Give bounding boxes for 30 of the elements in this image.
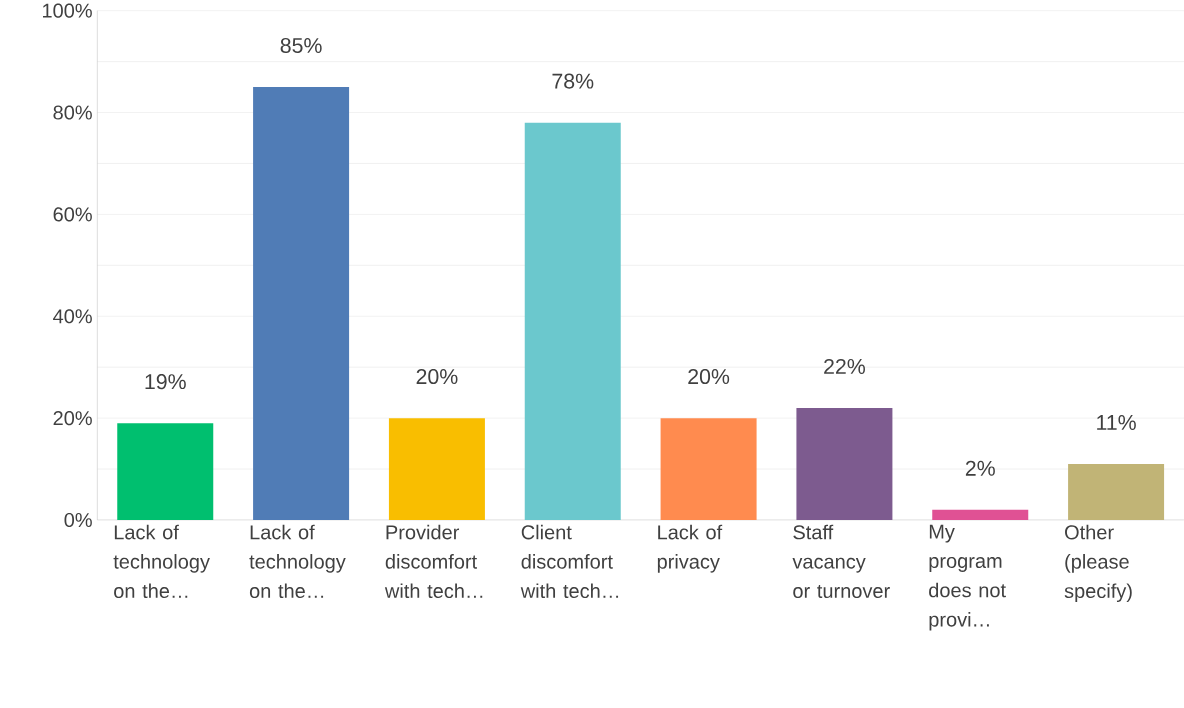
- y-tick-label: 20%: [53, 411, 92, 426]
- x-tick-label: Staff vacancy or turnover: [792, 524, 890, 599]
- data-label: 20%: [688, 368, 730, 385]
- data-label: 11%: [1097, 415, 1136, 430]
- y-tick-label: 40%: [53, 309, 92, 324]
- data-label: 20%: [416, 368, 458, 385]
- data-label: 19%: [145, 374, 186, 390]
- data-label: 2%: [965, 460, 995, 476]
- bar: [117, 423, 214, 520]
- y-tick-label: 100%: [43, 3, 92, 18]
- y-tick-label: 60%: [53, 207, 92, 222]
- y-tick-label: 0%: [64, 512, 92, 528]
- x-tick-label: Other (please specify): [1064, 524, 1132, 603]
- bar: [932, 509, 1029, 520]
- x-tick-label: My program does not provi…: [929, 524, 1006, 631]
- bar: [796, 407, 893, 520]
- y-tick-label: 80%: [53, 105, 92, 120]
- bar: [524, 122, 621, 520]
- bar: [660, 418, 757, 520]
- data-label: 22%: [824, 358, 865, 374]
- bar: [1068, 463, 1165, 520]
- data-label: 78%: [552, 73, 594, 89]
- x-tick-label: Lack of technology on the…: [249, 524, 346, 599]
- x-tick-label: Lack of privacy: [657, 524, 723, 573]
- x-tick-label: Provider discomfort with tech…: [384, 524, 483, 599]
- x-tick-label: Client discomfort with tech…: [520, 524, 619, 599]
- bar: [388, 418, 485, 520]
- x-tick-label: Lack of technology on the…: [113, 524, 210, 599]
- data-label: 85%: [280, 37, 322, 54]
- bar: [253, 87, 350, 520]
